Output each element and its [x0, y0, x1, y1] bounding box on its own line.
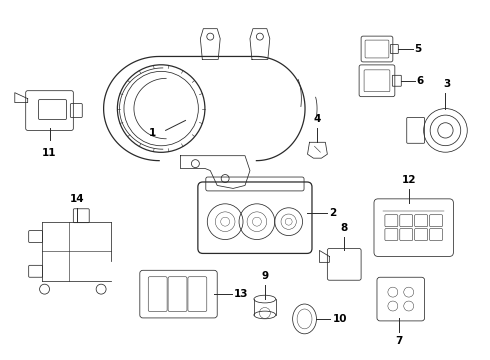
- Text: 13: 13: [234, 289, 248, 299]
- Text: 10: 10: [332, 314, 347, 324]
- Text: 14: 14: [70, 194, 85, 204]
- Text: 7: 7: [395, 336, 402, 346]
- Text: 1: 1: [148, 129, 156, 138]
- Text: 6: 6: [416, 76, 424, 86]
- Text: 12: 12: [401, 175, 416, 185]
- Text: 11: 11: [42, 148, 57, 158]
- Text: 9: 9: [261, 271, 269, 281]
- Text: 2: 2: [329, 208, 336, 218]
- Text: 8: 8: [341, 222, 348, 233]
- Text: 3: 3: [444, 79, 451, 89]
- Text: 5: 5: [415, 44, 422, 54]
- Text: 4: 4: [314, 114, 321, 125]
